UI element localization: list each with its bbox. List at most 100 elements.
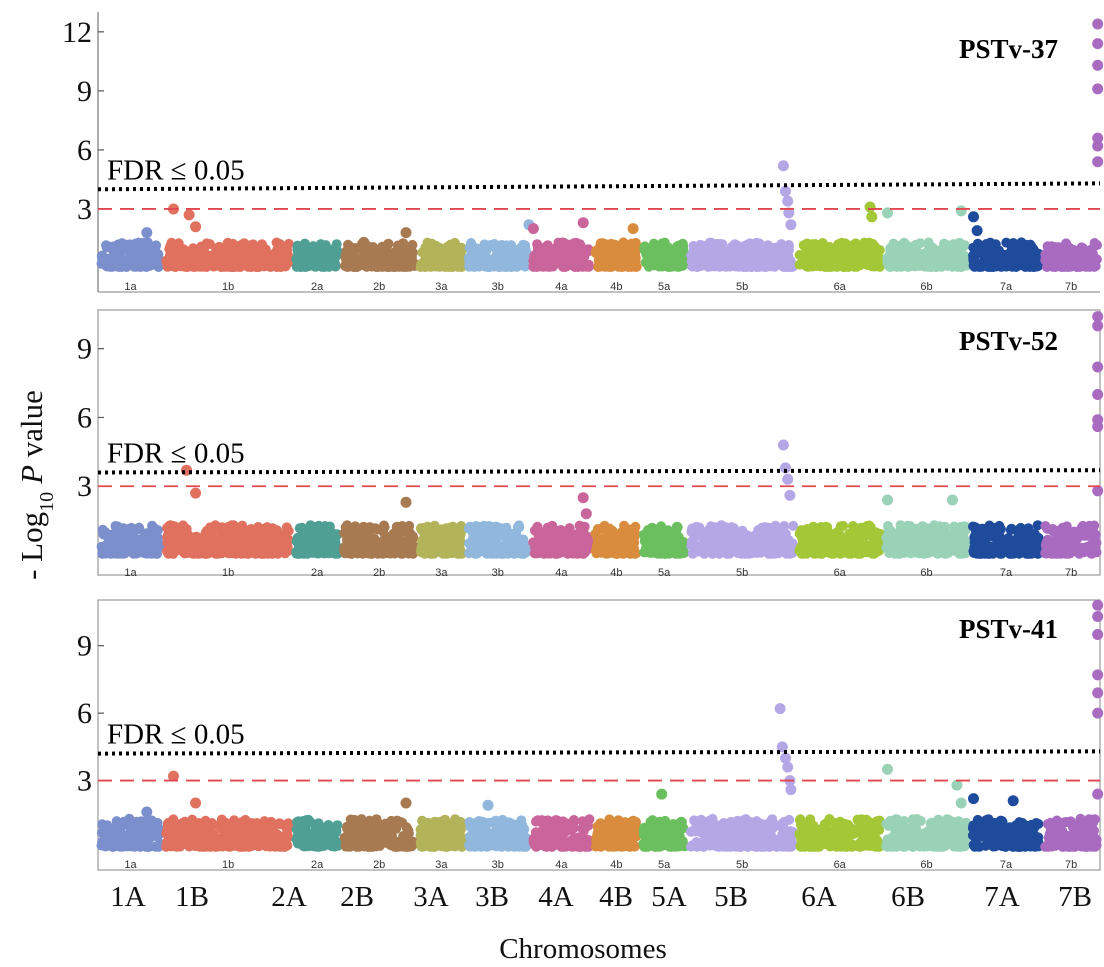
snp-point [309,527,320,537]
snp-point [716,241,727,252]
snp-point [443,261,454,272]
snp-point [560,260,570,271]
snp-point [1004,548,1015,559]
snp-point [626,238,637,249]
snp-point [1090,253,1101,264]
snp-point [422,521,433,532]
snp-point [352,261,362,272]
y-tick-label: 6 [77,401,92,434]
snp-point [477,522,488,533]
chromosome-label-small: 2b [373,567,385,579]
snp-point [449,250,460,261]
snp-point [264,540,275,551]
chromosome-5b-points [686,520,799,559]
snp-point [1044,256,1055,267]
chromosome-label-small: 4b [610,281,622,293]
chromosome-2b-points [339,520,419,559]
snp-point [110,543,121,554]
snp-point [197,247,208,258]
snp-point [802,238,812,249]
snp-point [464,242,475,253]
snp-point [165,548,176,558]
chromosome-7a-points [968,520,1044,559]
y-tick-label: 12 [62,16,92,49]
chromosome-label-small: 3a [435,281,448,293]
snp-point [383,239,394,250]
snp-point [893,534,904,545]
snp-point [520,247,531,258]
snp-point [919,541,930,552]
snp-point [181,537,192,547]
snp-point [114,261,125,272]
snp-point [296,531,307,542]
snp-point [176,839,187,850]
chromosome-label-small: 1a [124,281,137,293]
snp-point [241,526,252,537]
peak-point [400,496,412,508]
snp-point [208,250,219,261]
snp-point [404,534,414,545]
chromosome-2a-points [291,238,343,272]
snp-point [464,538,475,549]
peak-point [785,219,797,231]
snp-point [874,261,885,272]
peak-point [971,225,983,237]
chromosome-3a-points [415,237,467,272]
snp-point [349,536,360,547]
snp-point [1040,521,1051,531]
snp-point [397,256,408,267]
snp-point [648,253,659,264]
y-tick-label: 6 [77,697,92,730]
snp-point [143,256,154,267]
y-tick-label: 9 [77,630,92,663]
snp-point [201,548,211,559]
peak-point [1092,156,1104,168]
snp-point [553,239,564,250]
chromosome-3b-points [463,238,532,272]
peak-point [1092,38,1104,50]
peak-point [1092,18,1104,30]
snp-point [1001,237,1012,248]
snp-point [513,520,524,531]
peak-point [782,473,794,485]
chromosome-label-small: 7b [1065,281,1077,293]
snp-point [1068,260,1079,270]
chromosome-label-small: 3b [492,281,504,293]
snp-point [348,249,359,260]
snp-point [513,248,523,258]
snp-point [291,546,302,557]
snp-point [968,545,979,556]
snp-point [266,841,277,852]
snp-point [688,243,699,254]
snp-point [255,546,266,557]
peak-point [968,211,979,223]
snp-point [859,237,870,248]
snp-point [277,245,288,256]
chromosome-label-small: 1a [124,567,137,579]
snp-point [708,548,719,559]
snp-point [874,245,885,256]
snp-point [774,258,785,269]
snp-point [265,250,276,261]
peak-point [577,492,589,504]
snp-point [314,539,324,550]
snp-point [220,525,231,535]
snp-point [575,241,586,252]
snp-point [276,834,287,845]
snp-point [1050,244,1061,255]
snp-point [505,539,516,550]
snp-point [482,242,493,253]
snp-point [138,532,149,543]
chromosome-1b-points [161,814,296,852]
snp-point [229,259,240,270]
y-tick-label: 3 [77,193,92,226]
peak-point [947,494,958,506]
fdr-label: FDR ≤ 0.05 [107,437,245,469]
chromosome-label-small: 5b [736,281,748,293]
snp-point [324,521,335,532]
snp-point [1065,533,1076,544]
snp-point [203,838,214,849]
